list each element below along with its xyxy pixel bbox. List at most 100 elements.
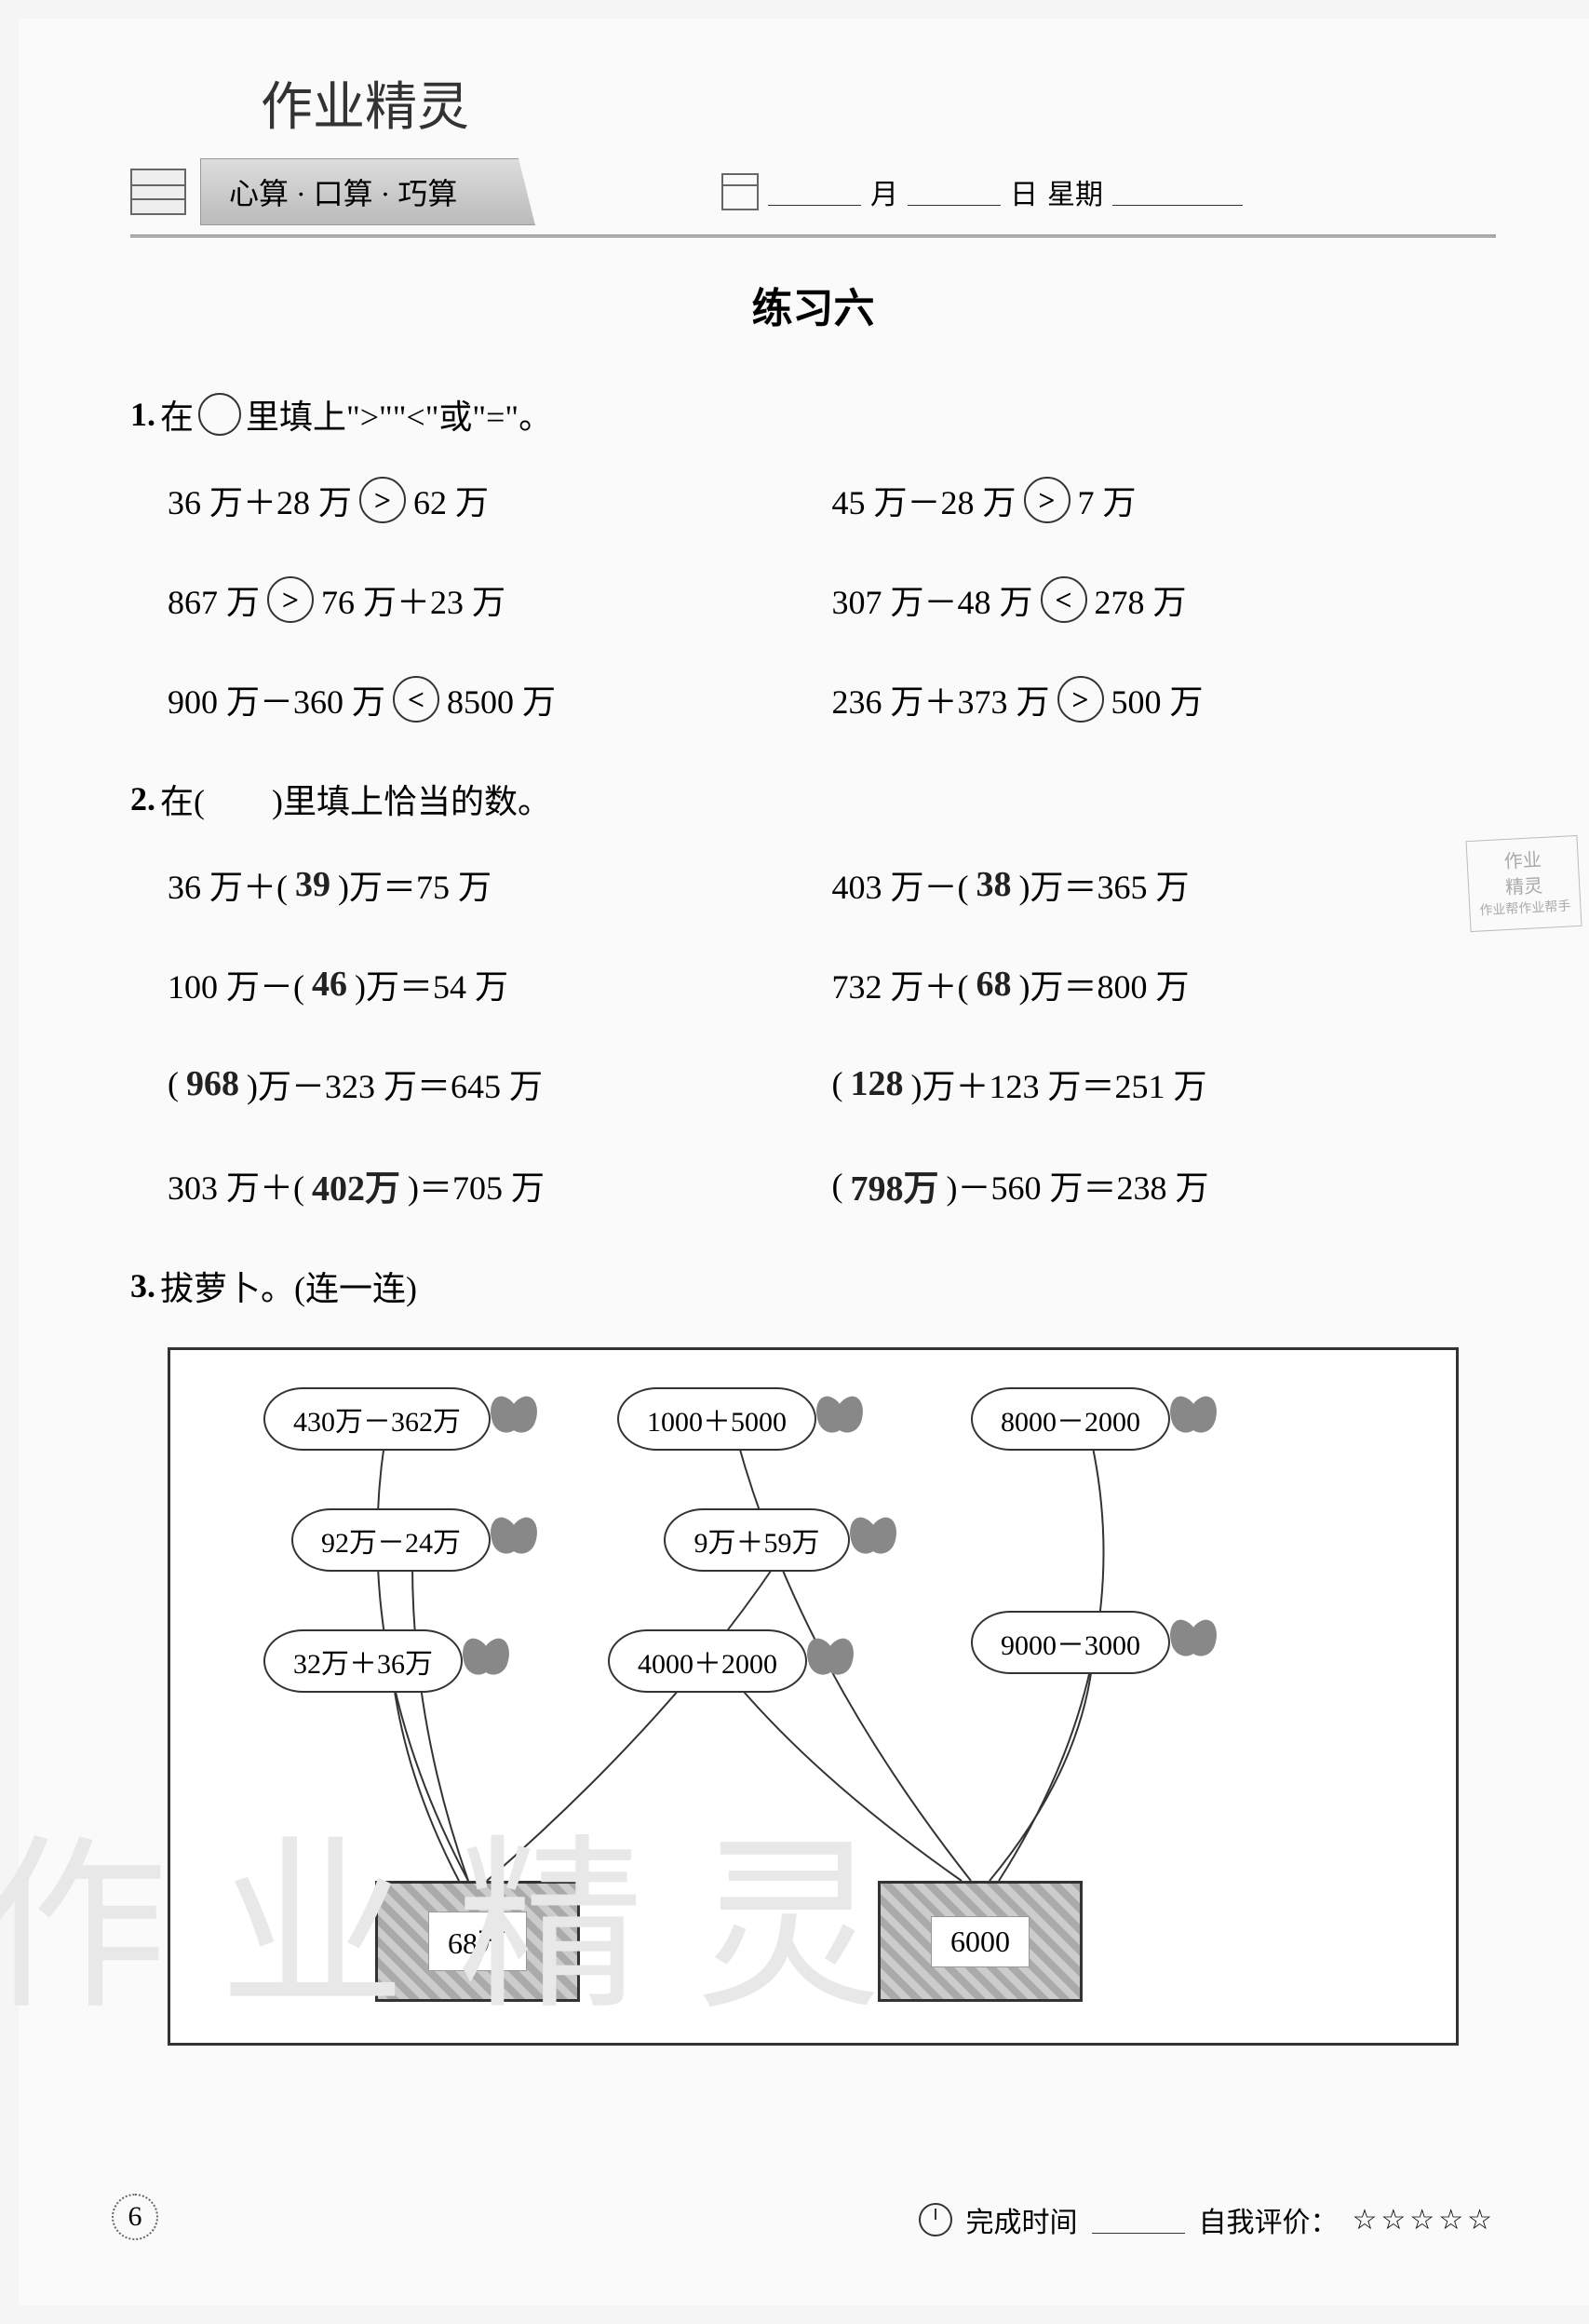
expr-after: )万＝365 万: [1019, 860, 1190, 909]
carrot-label: 4000＋2000: [608, 1629, 807, 1693]
expr-before: (: [832, 1064, 843, 1103]
handwritten-answer[interactable]: 402万: [312, 1159, 400, 1210]
basket[interactable]: 6000: [878, 1881, 1083, 2002]
expr-left: 36 万＋28 万: [168, 476, 352, 524]
carrot-item[interactable]: 9万＋59万: [664, 1508, 906, 1572]
basket[interactable]: 68万: [375, 1881, 580, 2002]
carrot-label: 32万＋36万: [263, 1629, 463, 1693]
carrot-leaves-icon: [463, 1638, 518, 1684]
expr-right: 8500 万: [447, 675, 556, 723]
carrot-leaves-icon: [850, 1517, 906, 1563]
q1-prompt-after: 里填上">""<"或"="。: [246, 390, 552, 439]
expr-right: 500 万: [1111, 675, 1204, 723]
handwritten-answer[interactable]: 38: [976, 864, 1012, 905]
handwritten-header: 作业精灵: [261, 65, 469, 141]
weekday-label: 星期: [1047, 171, 1103, 212]
answer-circle[interactable]: >: [267, 576, 314, 623]
answer-circle[interactable]: <: [393, 676, 439, 723]
day-label: 日: [1010, 171, 1038, 212]
month-label: 月: [870, 171, 898, 212]
answer-circle[interactable]: <: [1041, 576, 1087, 623]
q3-num: 3.: [130, 1266, 155, 1305]
expr-after: )＝705 万: [408, 1161, 545, 1209]
connection-lines: [170, 1350, 1456, 2043]
fill-cell: 100 万－( 46 )万＝54 万: [168, 960, 832, 1008]
footer: 完成时间 自我评价： ☆☆☆☆☆: [919, 2199, 1496, 2240]
day-blank[interactable]: [908, 178, 1001, 206]
expr-after: )－560 万＝238 万: [947, 1161, 1209, 1209]
expr-right: 278 万: [1095, 575, 1187, 624]
carrot-item[interactable]: 32万＋36万: [263, 1629, 518, 1693]
carrot-item[interactable]: 4000＋2000: [608, 1629, 863, 1693]
expr-right: 62 万: [413, 476, 489, 524]
fill-cell: 303 万＋( 402万 )＝705 万: [168, 1159, 832, 1210]
handwritten-answer[interactable]: 39: [295, 864, 330, 905]
time-blank[interactable]: [1092, 2206, 1185, 2234]
q1-rows: 36 万＋28 万>62 万45 万－28 万>7 万867 万>76 万＋23…: [130, 476, 1496, 723]
q2-header: 2. 在( )里填上恰当的数。: [130, 775, 1496, 823]
header-rule: [130, 235, 1496, 237]
answer-circle[interactable]: >: [359, 477, 406, 523]
expr-before: (: [168, 1064, 179, 1103]
q3-prompt: 拔萝卜。(连一连): [160, 1262, 417, 1310]
handwritten-answer[interactable]: 128: [851, 1063, 904, 1104]
expr-before: 732 万＋(: [832, 960, 969, 1008]
expr-before: (: [832, 1166, 843, 1205]
weekday-blank[interactable]: [1112, 178, 1243, 206]
fill-cell: 36 万＋( 39 )万＝75 万: [168, 860, 832, 909]
expr-after: )万－323 万＝645 万: [247, 1060, 543, 1108]
abacus-icon: [130, 169, 186, 215]
q3-diagram: 430万－362万 1000＋5000 8000－2000 92万－24万 9万＋59万…: [168, 1347, 1459, 2046]
carrot-leaves-icon: [816, 1396, 872, 1442]
connection-line: [990, 1667, 1092, 1881]
q2-row: 36 万＋( 39 )万＝75 万403 万－( 38 )万＝365 万: [168, 860, 1496, 909]
worksheet-page: 作业精灵 心算 · 口算 · 巧算 月 日 星期 练习六 1. 在 里填上">"…: [19, 19, 1589, 2305]
stamp-line3: 作业帮作业帮手: [1479, 898, 1571, 921]
month-blank[interactable]: [768, 178, 861, 206]
page-number: 6: [112, 2194, 158, 2240]
comparison-cell: 236 万＋373 万>500 万: [832, 675, 1497, 723]
q2-num: 2.: [130, 779, 155, 818]
expr-left: 236 万＋373 万: [832, 675, 1050, 723]
q2-row: ( 968 )万－323 万＝645 万 ( 128 )万＋123 万＝251 万: [168, 1060, 1496, 1108]
question-3: 3. 拔萝卜。(连一连) 430万－362万 1000＋5000 8000－2000…: [130, 1262, 1496, 2046]
carrot-item[interactable]: 430万－362万: [263, 1387, 546, 1451]
carrot-item[interactable]: 9000－3000: [971, 1611, 1226, 1674]
answer-circle[interactable]: >: [1057, 676, 1104, 723]
fill-cell: 732 万＋( 68 )万＝800 万: [832, 960, 1497, 1008]
carrot-label: 8000－2000: [971, 1387, 1170, 1451]
expr-left: 45 万－28 万: [832, 476, 1017, 524]
expr-after: )万＝54 万: [355, 960, 508, 1008]
carrot-leaves-icon: [1170, 1619, 1226, 1666]
expr-right: 7 万: [1078, 476, 1137, 524]
carrot-item[interactable]: 1000＋5000: [617, 1387, 872, 1451]
connection-line: [394, 1685, 459, 1881]
fill-cell: ( 798万 )－560 万＝238 万: [832, 1159, 1497, 1210]
handwritten-answer[interactable]: 798万: [851, 1159, 939, 1210]
handwritten-answer[interactable]: 68: [976, 964, 1012, 1005]
expr-left: 867 万: [168, 575, 260, 624]
carrot-leaves-icon: [491, 1396, 546, 1442]
carrot-item[interactable]: 92万－24万: [291, 1508, 546, 1572]
expr-after: )万＋123 万＝251 万: [911, 1060, 1207, 1108]
expr-left: 307 万－48 万: [832, 575, 1033, 624]
q1-prompt-before: 在: [160, 390, 194, 439]
watermark-stamp: 作业 精灵 作业帮作业帮手: [1466, 835, 1582, 932]
expr-before: 100 万－(: [168, 960, 304, 1008]
expr-right: 76 万＋23 万: [321, 575, 505, 624]
page-number-value: 6: [112, 2194, 158, 2240]
rating-stars[interactable]: ☆☆☆☆☆: [1353, 2204, 1496, 2236]
q3-header: 3. 拔萝卜。(连一连): [130, 1262, 1496, 1310]
q2-row: 303 万＋( 402万 )＝705 万( 798万 )－560 万＝238 万: [168, 1159, 1496, 1210]
q2-rows: 36 万＋( 39 )万＝75 万403 万－( 38 )万＝365 万 100 …: [130, 860, 1496, 1210]
question-2: 2. 在( )里填上恰当的数。 36 万＋( 39 )万＝75 万403 万－(…: [130, 775, 1496, 1210]
handwritten-answer[interactable]: 46: [312, 964, 347, 1005]
answer-circle[interactable]: >: [1024, 477, 1071, 523]
carrot-label: 430万－362万: [263, 1387, 491, 1451]
comparison-cell: 36 万＋28 万>62 万: [168, 476, 832, 524]
carrot-item[interactable]: 8000－2000: [971, 1387, 1226, 1451]
q1-row: 900 万－360 万<8500 万236 万＋373 万>500 万: [168, 675, 1496, 723]
handwritten-answer[interactable]: 968: [186, 1063, 239, 1104]
date-section: 月 日 星期: [721, 171, 1243, 212]
connection-line: [738, 1685, 962, 1881]
